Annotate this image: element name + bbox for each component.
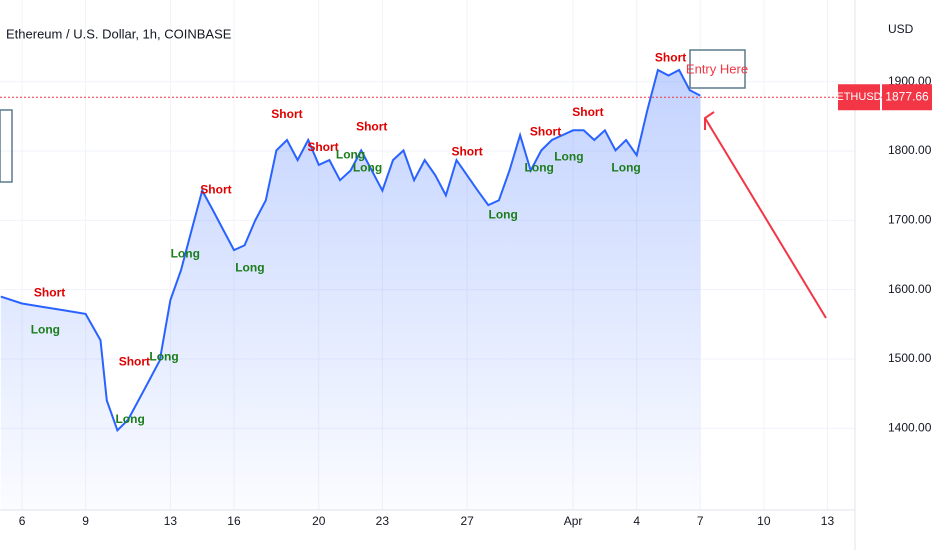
x-tick-label: 7 [697, 514, 704, 528]
price-line [0, 68, 701, 433]
arrow-line [704, 117, 827, 319]
signal-label: Long [554, 149, 583, 163]
x-tick-label: 6 [19, 514, 26, 528]
y-tick-label: 1400.00 [888, 420, 932, 434]
signal-label: Short [356, 120, 387, 134]
x-tick-label: 9 [82, 514, 89, 528]
signal-label: Short [34, 285, 65, 299]
signal-label: Long [336, 147, 365, 161]
y-tick-label: 1800.00 [888, 143, 932, 157]
signal-label: Long [525, 161, 554, 175]
signal-label: Short [451, 145, 482, 159]
last-price-label: 1877.66 [885, 89, 929, 103]
y-tick-label: 1600.00 [888, 282, 932, 296]
signal-label: Short [307, 140, 338, 154]
signal-label: Long [489, 208, 518, 222]
y-tick-label: 1700.00 [888, 213, 932, 227]
signal-label: Short [200, 183, 231, 197]
chart-title: Ethereum / U.S. Dollar, 1h, COINBASE [6, 26, 232, 41]
signal-label: Long [115, 412, 144, 426]
signal-label: Long [235, 260, 264, 274]
y-axis-label: USD [888, 22, 914, 36]
symbol-label: ETHUSD [836, 91, 881, 103]
signal-label: Short [655, 50, 686, 64]
entry-box [689, 49, 746, 89]
signal-label: Short [530, 125, 561, 139]
x-tick-label: Apr [564, 514, 583, 528]
entry-label: Entry Here [686, 61, 748, 76]
signal-label: Long [31, 323, 60, 337]
price-area [0, 70, 701, 510]
signal-label: Short [572, 105, 603, 119]
symbol-box [838, 84, 880, 111]
arrow-head [704, 111, 715, 130]
signal-label: Long [353, 161, 382, 175]
x-tick-label: 13 [164, 514, 178, 528]
x-tick-label: 16 [227, 514, 241, 528]
x-tick-label: 27 [460, 514, 474, 528]
signal-label: Long [149, 350, 178, 364]
x-tick-label: 10 [757, 514, 771, 528]
signal-label: Short [271, 107, 302, 121]
x-tick-label: 13 [821, 514, 835, 528]
cut-box [0, 109, 13, 183]
signal-label: Long [171, 246, 200, 260]
x-tick-label: 20 [312, 514, 326, 528]
x-tick-label: 4 [633, 514, 640, 528]
y-tick-label: 1500.00 [888, 351, 932, 365]
x-tick-label: 23 [376, 514, 390, 528]
last-price-box [882, 84, 932, 111]
signal-label: Short [119, 355, 150, 369]
signal-label: Long [611, 161, 640, 175]
